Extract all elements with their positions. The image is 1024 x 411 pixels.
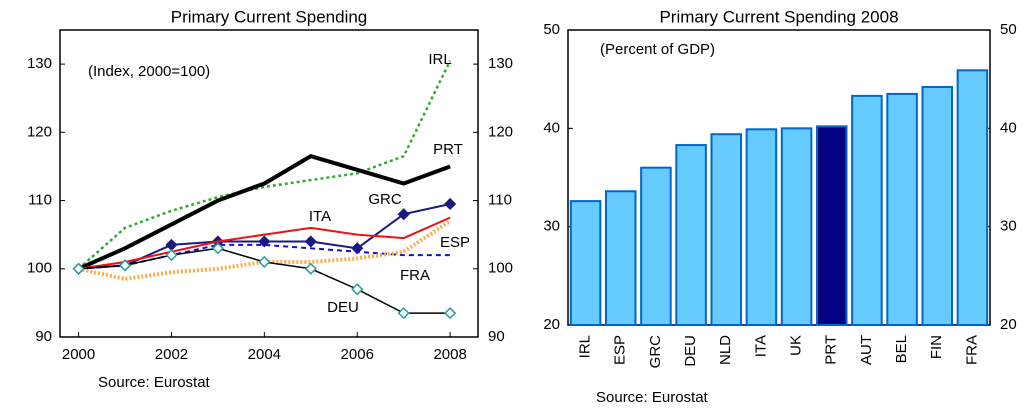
series-label: DEU (327, 299, 359, 316)
marker (165, 238, 178, 251)
x-tick-label: BEL (893, 335, 910, 363)
marker (118, 259, 132, 272)
marker (444, 307, 457, 320)
y-tick-label: 130 (27, 55, 52, 72)
y2-tick-label: 30 (1000, 218, 1017, 235)
marker (351, 242, 364, 255)
plot-area (59, 29, 479, 338)
y2-tick-label: 120 (488, 123, 513, 140)
bar (780, 127, 813, 326)
x-tick-label: DEU (682, 335, 699, 367)
x-tick-label: 2000 (62, 346, 95, 363)
marker (258, 235, 271, 248)
x-tick-label: GRC (647, 335, 664, 369)
marker (165, 249, 178, 262)
annotation: (Index, 2000=100) (88, 63, 210, 80)
y-tick-label: 50 (543, 21, 560, 38)
series-line (77, 154, 451, 271)
bar (675, 144, 707, 326)
y-tick-label: 90 (35, 328, 52, 345)
x-tick-label: PRT (823, 335, 840, 365)
bar (604, 190, 637, 326)
series-label: ITA (309, 208, 331, 225)
series-label: PRT (433, 141, 463, 158)
x-tick-label: 2006 (341, 346, 374, 363)
bar (921, 86, 954, 326)
series-line (77, 60, 452, 270)
y2-tick-label: 20 (1000, 316, 1017, 333)
marker (304, 235, 317, 248)
chart-title: Primary Current Spending 2008 (659, 7, 898, 26)
marker (211, 242, 224, 255)
bar (956, 69, 989, 326)
marker (397, 307, 410, 320)
marker (351, 283, 364, 296)
series-label: ESP (440, 234, 470, 251)
bar (851, 94, 883, 326)
y-tick-label: 110 (28, 192, 52, 209)
x-tick-label: FRA (963, 335, 980, 365)
chart-title: Primary Current Spending (171, 7, 368, 26)
marker (304, 262, 317, 275)
x-tick-label: 2002 (155, 346, 188, 363)
y2-tick-label: 40 (1000, 119, 1017, 136)
x-tick-label: FIN (928, 335, 945, 359)
annotation: (Percent of GDP) (600, 41, 715, 58)
x-tick-label: IRL (577, 335, 594, 358)
y-tick-label: 100 (27, 260, 52, 277)
y2-tick-label: 130 (488, 55, 513, 72)
x-tick-label: AUT (858, 335, 875, 365)
bar (569, 200, 602, 327)
y2-tick-label: 50 (1000, 21, 1017, 38)
marker (397, 208, 410, 221)
series-line (78, 219, 452, 282)
bar (815, 125, 848, 326)
x-tick-label: NLD (717, 335, 734, 365)
y-tick-label: 20 (543, 316, 560, 333)
y-tick-label: 120 (27, 123, 52, 140)
x-tick-label: ITA (752, 335, 769, 357)
y-tick-label: 40 (543, 119, 560, 136)
series-label: FRA (400, 267, 430, 284)
x-tick-label: ESP (612, 335, 629, 365)
bar (745, 128, 778, 326)
y2-tick-label: 110 (488, 192, 512, 209)
source: Source: Eurostat (596, 389, 709, 406)
marker (258, 255, 271, 269)
bar (640, 166, 672, 326)
series-line (78, 216, 451, 270)
y2-tick-label: 90 (488, 328, 505, 345)
x-tick-label: UK (788, 335, 805, 356)
marker (444, 197, 457, 211)
bar (710, 133, 743, 326)
series-label: GRC (368, 191, 402, 208)
plot-area (567, 29, 991, 326)
marker (72, 262, 85, 275)
x-tick-label: 2008 (433, 346, 466, 363)
bar (886, 92, 918, 326)
y2-tick-label: 100 (488, 260, 513, 277)
series-label: IRL (428, 51, 451, 68)
source: Source: Eurostat (98, 374, 211, 391)
x-tick-label: 2004 (248, 346, 281, 363)
y-tick-label: 30 (543, 218, 560, 235)
